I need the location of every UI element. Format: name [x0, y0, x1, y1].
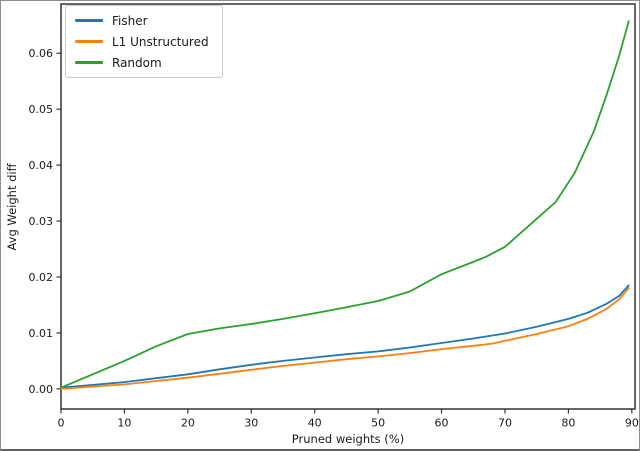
legend-label-l1-unstructured: L1 Unstructured: [112, 34, 209, 49]
x-tick-label: 70: [498, 417, 512, 430]
x-tick-label: 20: [181, 417, 195, 430]
x-axis-label: Pruned weights (%): [292, 432, 404, 446]
x-tick-label: 60: [435, 417, 449, 430]
legend-label-random: Random: [112, 55, 162, 70]
x-tick-label: 0: [58, 417, 65, 430]
legend-item-random: Random: [75, 54, 209, 71]
series-line-fisher: [60, 284, 630, 389]
x-tick-label: 10: [117, 417, 131, 430]
y-tick-label: 0.03: [29, 215, 54, 228]
x-tick-label: 30: [244, 417, 258, 430]
legend-line-swatch-random: [75, 61, 103, 64]
y-tick-label: 0.04: [29, 159, 54, 172]
y-tick-label: 0.01: [29, 327, 54, 340]
y-tick-label: 0.00: [29, 383, 54, 396]
x-tick-label: 80: [561, 417, 575, 430]
x-tick-label: 40: [308, 417, 322, 430]
series-line-l1-unstructured: [60, 287, 630, 390]
legend-item-l1-unstructured: L1 Unstructured: [75, 33, 209, 50]
y-tick-label: 0.02: [29, 271, 54, 284]
y-tick-label: 0.06: [29, 47, 54, 60]
plot-spines: [60, 3, 636, 410]
series-line-random: [60, 20, 630, 389]
x-tick-label: 50: [371, 417, 385, 430]
y-tick-label: 0.05: [29, 103, 54, 116]
y-axis-label: Avg Weight diff: [5, 162, 19, 250]
x-tick-label: 90: [625, 417, 639, 430]
legend-label-fisher: Fisher: [112, 13, 148, 28]
legend-line-swatch-l1-unstructured: [75, 40, 103, 43]
legend: Fisher L1 Unstructured Random: [65, 5, 223, 78]
legend-line-swatch-fisher: [75, 19, 103, 22]
legend-item-fisher: Fisher: [75, 12, 209, 29]
